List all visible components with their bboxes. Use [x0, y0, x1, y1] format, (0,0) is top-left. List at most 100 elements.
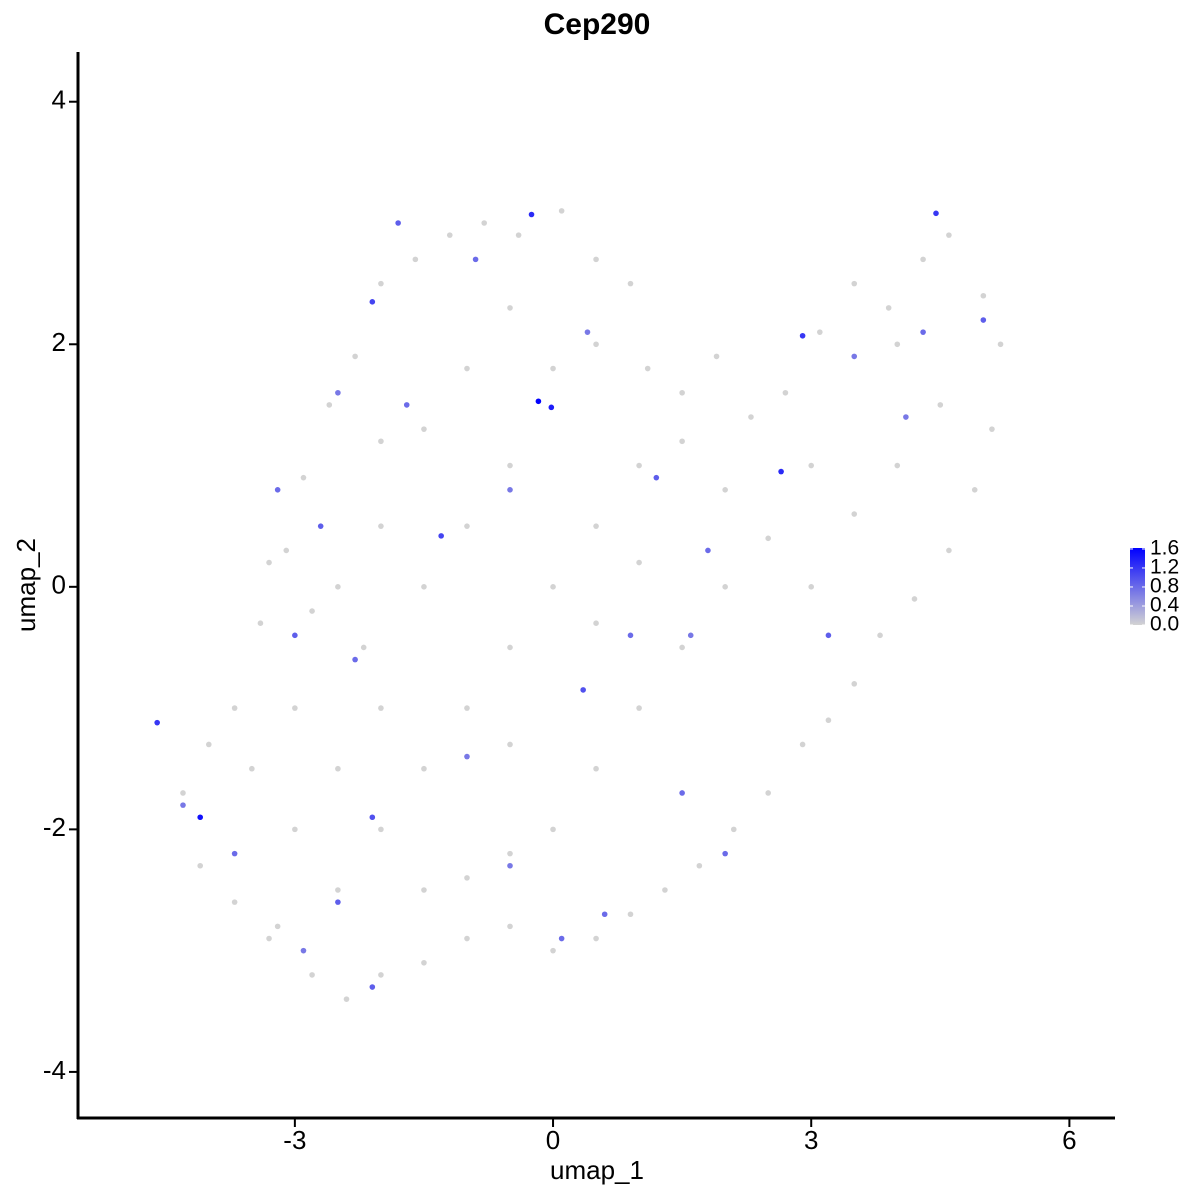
point	[903, 414, 909, 420]
point	[266, 935, 272, 942]
color-bar	[1130, 548, 1145, 625]
point	[300, 947, 307, 954]
color-tick-label: 0.8	[1150, 575, 1179, 598]
point	[335, 765, 341, 772]
point	[464, 753, 470, 760]
point	[593, 341, 599, 348]
point	[851, 353, 858, 360]
point	[352, 656, 358, 663]
point	[292, 632, 298, 639]
point	[911, 596, 918, 602]
point	[464, 935, 470, 942]
point	[558, 208, 565, 214]
y-tick-label: -2	[43, 812, 66, 842]
point	[636, 705, 642, 711]
color-tick-label: 0.0	[1150, 613, 1179, 636]
point	[722, 486, 728, 493]
x-axis-label: umap_1	[550, 1155, 644, 1185]
point	[421, 959, 427, 966]
point	[644, 365, 651, 372]
point	[808, 584, 815, 590]
point	[679, 438, 685, 445]
point	[885, 305, 892, 311]
point	[274, 486, 281, 493]
point	[378, 523, 384, 529]
point	[593, 765, 599, 772]
point	[825, 632, 832, 639]
point	[713, 353, 720, 360]
point	[507, 850, 513, 857]
point	[593, 256, 599, 263]
point	[309, 608, 315, 614]
point	[877, 632, 883, 639]
point	[231, 850, 238, 857]
point	[472, 256, 479, 263]
point	[412, 256, 419, 263]
point	[730, 826, 737, 833]
point	[679, 644, 685, 651]
y-axis-label: umap_2	[11, 538, 41, 632]
point	[550, 826, 556, 833]
point	[257, 620, 264, 627]
y-tick-label: 0	[52, 570, 66, 600]
point	[653, 474, 660, 481]
y-tick-label: 4	[52, 85, 66, 115]
point	[507, 305, 513, 311]
point	[894, 341, 901, 348]
point	[231, 705, 238, 711]
point	[507, 486, 513, 493]
point	[300, 474, 307, 481]
point	[507, 923, 513, 930]
point	[980, 317, 987, 323]
color-tick-label: 1.6	[1150, 536, 1179, 559]
point	[292, 705, 298, 711]
point	[421, 426, 427, 432]
point	[507, 741, 513, 748]
point	[343, 996, 350, 1002]
point	[627, 632, 634, 639]
x-tick-label: 6	[1062, 1125, 1076, 1155]
point	[180, 790, 186, 796]
color-tick-label: 0.4	[1150, 594, 1180, 617]
point	[421, 584, 427, 590]
point	[920, 329, 926, 335]
point	[799, 741, 806, 748]
point	[980, 292, 987, 299]
point	[851, 681, 858, 687]
point	[438, 533, 444, 539]
point	[249, 765, 255, 772]
point	[722, 850, 728, 857]
point	[636, 462, 642, 469]
point	[593, 620, 599, 627]
point	[206, 741, 212, 748]
point	[266, 559, 272, 566]
point	[817, 329, 823, 335]
point	[636, 559, 642, 566]
point	[507, 462, 513, 469]
point	[335, 887, 341, 893]
point	[369, 299, 376, 305]
point	[335, 389, 341, 396]
point	[274, 923, 281, 930]
point	[989, 426, 995, 432]
point	[335, 584, 341, 590]
point	[894, 462, 901, 469]
color-tick-label: 1.2	[1150, 556, 1179, 579]
point	[197, 862, 204, 869]
point	[558, 935, 565, 942]
point	[601, 911, 608, 918]
point	[360, 644, 367, 651]
point	[593, 523, 599, 529]
chart-title: Cep290	[544, 8, 651, 41]
point	[326, 402, 333, 408]
point	[937, 402, 944, 408]
point	[748, 414, 754, 420]
point	[778, 468, 784, 475]
point	[528, 211, 535, 218]
x-tick-label: 0	[546, 1125, 560, 1155]
point	[946, 232, 952, 238]
point	[687, 632, 694, 639]
point	[799, 332, 806, 339]
point	[851, 280, 858, 287]
point	[378, 972, 384, 978]
